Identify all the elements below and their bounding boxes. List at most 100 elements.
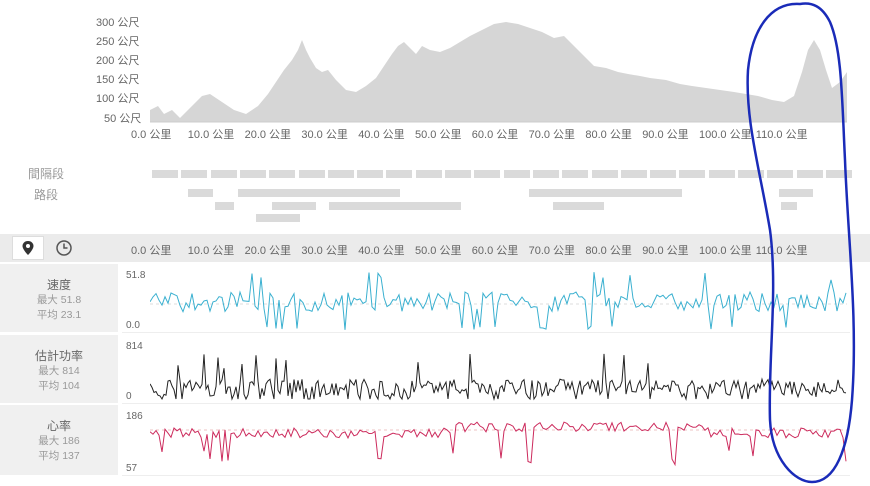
segment-bar[interactable] xyxy=(386,170,413,178)
speed-top-value: 51.8 xyxy=(126,270,146,281)
segment-bar[interactable] xyxy=(327,170,354,178)
hr-line xyxy=(150,421,847,467)
clock-icon xyxy=(56,240,72,256)
segment-bar[interactable] xyxy=(415,170,442,178)
y-tick: 150 公尺 xyxy=(96,74,140,86)
toolbar-x-tick: 110.0 公里 xyxy=(755,245,808,257)
map-pin-icon xyxy=(22,241,34,255)
segment-bar[interactable] xyxy=(620,170,647,178)
power-name: 估計功率 xyxy=(34,349,83,363)
segment-bar[interactable] xyxy=(269,170,296,178)
toolbar-x-tick: 100.0 公里 xyxy=(699,245,752,257)
elevation-area xyxy=(150,22,847,122)
toolbar-x-tick: 60.0 公里 xyxy=(471,245,519,257)
segment-bar[interactable] xyxy=(779,189,813,197)
segment-bar[interactable] xyxy=(357,170,384,178)
speed-max: 最大 51.8 xyxy=(36,294,82,306)
x-tick: 20.0 公里 xyxy=(244,129,292,141)
segment-bar[interactable] xyxy=(445,170,471,178)
hr-chart: 186 57 xyxy=(122,405,850,476)
chart-toolbar: 0.0 公里 10.0 公里 20.0 公里 30.0 公里 40.0 公里 50.0 公… xyxy=(0,234,870,262)
segment-bar[interactable] xyxy=(529,189,682,197)
y-tick: 200 公尺 xyxy=(96,55,140,67)
power-line xyxy=(150,353,847,401)
x-tick: 40.0 公里 xyxy=(358,129,405,141)
speed-avg: 平均 23.1 xyxy=(36,309,82,321)
segment-bar[interactable] xyxy=(796,170,823,178)
x-tick: 30.0 公里 xyxy=(301,129,348,141)
segment-bar[interactable] xyxy=(210,170,237,178)
segment-bar[interactable] xyxy=(767,170,794,178)
segment-bar[interactable] xyxy=(188,189,213,197)
x-tick: 60.0 公里 xyxy=(471,129,519,141)
toolbar-x-tick: 50.0 公里 xyxy=(415,245,462,257)
speed-name: 速度 xyxy=(46,278,71,292)
segment-bar[interactable] xyxy=(503,170,530,178)
toolbar-x-tick: 70.0 公里 xyxy=(528,245,576,257)
segment-bar[interactable] xyxy=(562,170,589,178)
clock-button[interactable] xyxy=(48,236,80,260)
x-tick: 70.0 公里 xyxy=(528,129,576,141)
toolbar-x-tick: 10.0 公里 xyxy=(187,245,235,257)
segment-bar[interactable] xyxy=(738,170,764,178)
y-tick: 50 公尺 xyxy=(104,113,142,125)
x-tick: 110.0 公里 xyxy=(755,129,808,141)
speed-bottom-value: 0.0 xyxy=(126,320,140,331)
segment-bar[interactable] xyxy=(679,170,706,178)
segment-bar[interactable] xyxy=(781,202,797,210)
hr-label-panel: 心率 最大 186 平均 137 xyxy=(0,405,118,475)
map-pin-button[interactable] xyxy=(12,236,44,260)
segment-bar[interactable] xyxy=(238,189,400,197)
x-tick: 10.0 公里 xyxy=(187,129,235,141)
x-tick: 100.0 公里 xyxy=(699,129,752,141)
toolbar-x-tick: 80.0 公里 xyxy=(585,245,632,257)
x-tick: 0.0 公里 xyxy=(131,129,172,141)
toolbar-x-tick: 0.0 公里 xyxy=(131,245,172,257)
segment-bar[interactable] xyxy=(650,170,677,178)
speed-line xyxy=(150,271,847,331)
segment-bar[interactable] xyxy=(181,170,208,178)
hr-bottom-value: 57 xyxy=(126,463,138,474)
hr-name: 心率 xyxy=(46,419,71,433)
route-label: 路段 xyxy=(34,188,59,202)
power-chart: 814 0 xyxy=(122,335,850,404)
segment-bar[interactable] xyxy=(553,202,604,210)
toolbar-x-tick: 40.0 公里 xyxy=(358,245,405,257)
segment-bar[interactable] xyxy=(329,202,461,210)
segment-bar[interactable] xyxy=(474,170,501,178)
segment-bar[interactable] xyxy=(708,170,735,178)
speed-chart: 51.8 0.0 xyxy=(122,264,850,333)
hr-avg: 平均 137 xyxy=(38,450,80,462)
segment-bar[interactable] xyxy=(239,170,266,178)
toolbar-x-tick: 30.0 公里 xyxy=(301,245,348,257)
speed-line-plot xyxy=(150,271,847,331)
y-tick: 250 公尺 xyxy=(96,36,140,48)
segment-bar[interactable] xyxy=(591,170,618,178)
segment-bar[interactable] xyxy=(298,170,325,178)
interval-label: 間隔段 xyxy=(28,167,65,181)
power-max: 最大 814 xyxy=(38,365,80,377)
power-avg: 平均 104 xyxy=(38,380,80,392)
x-tick: 80.0 公里 xyxy=(585,129,632,141)
y-tick: 100 公尺 xyxy=(96,93,140,105)
segment-bar[interactable] xyxy=(215,202,234,210)
segment-bar[interactable] xyxy=(532,170,559,178)
segment-bar[interactable] xyxy=(152,170,178,178)
hr-line-plot xyxy=(150,421,847,467)
y-tick: 300 公尺 xyxy=(96,17,140,29)
segment-bar[interactable] xyxy=(272,202,316,210)
segment-bar[interactable] xyxy=(256,214,300,222)
speed-label-panel: 速度 最大 51.8 平均 23.1 xyxy=(0,264,118,332)
toolbar-x-tick: 20.0 公里 xyxy=(244,245,292,257)
x-tick: 50.0 公里 xyxy=(415,129,462,141)
x-tick: 90.0 公里 xyxy=(642,129,689,141)
elevation-area-plot xyxy=(150,22,847,123)
segment-bar[interactable] xyxy=(825,170,852,178)
power-bottom-value: 0 xyxy=(126,391,132,402)
hr-top-value: 186 xyxy=(126,411,143,422)
power-top-value: 814 xyxy=(126,341,143,352)
power-line-plot xyxy=(150,353,847,401)
toolbar-x-tick: 90.0 公里 xyxy=(642,245,689,257)
hr-max: 最大 186 xyxy=(38,435,80,447)
power-label-panel: 估計功率 最大 814 平均 104 xyxy=(0,335,118,403)
